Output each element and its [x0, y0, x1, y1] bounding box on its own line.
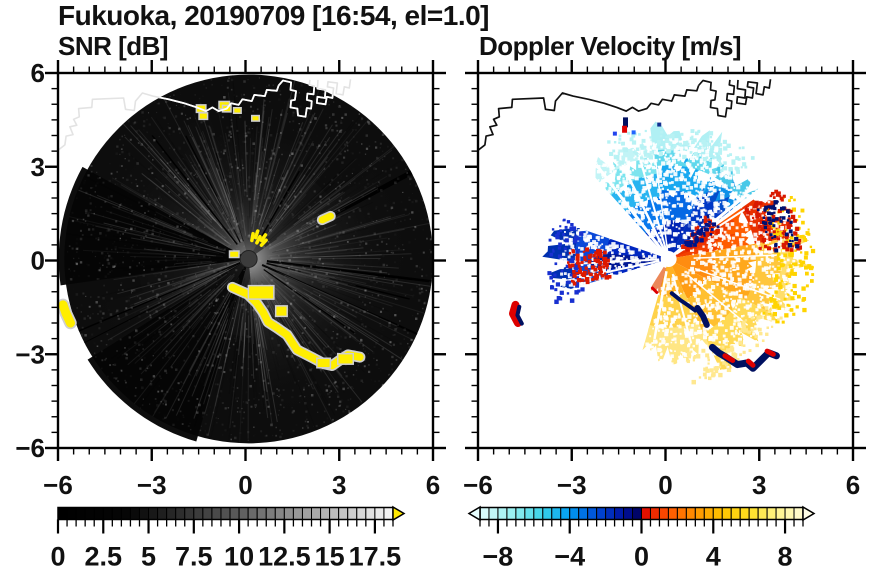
snr-radar-center-dot: [240, 250, 257, 267]
vel-xtick-label: 3: [752, 470, 766, 500]
snr-xtick-label: −3: [137, 470, 167, 500]
vel-subtitle: Doppler Velocity [m/s]: [479, 31, 741, 62]
colorbar-tick-label: −4: [554, 542, 585, 571]
colorbar-tick-label: 15: [315, 542, 345, 571]
snr-xtick-label: 6: [426, 470, 440, 500]
colorbar-tick-label: 10: [224, 542, 254, 571]
vel-radar-center-hole: [661, 251, 677, 267]
colorbar-tick-label: 2.5: [84, 542, 122, 571]
vel-xtick-label: 0: [658, 470, 672, 500]
snr-xtick-label: −6: [43, 470, 73, 500]
colorbar-tick-label: 7.5: [175, 542, 213, 571]
figure-title: Fukuoka, 20190709 [16:54, el=1.0]: [58, 0, 489, 32]
snr-xtick-label: 3: [332, 470, 346, 500]
colorbar-tick-label: 12.5: [258, 542, 311, 571]
snr-ytick-label: −3: [15, 339, 45, 369]
snr-ytick-label: 3: [31, 152, 45, 182]
snr-ytick-label: 0: [31, 246, 45, 276]
colorbar-tick-label: 0: [634, 542, 649, 571]
snr-ytick-label: −6: [15, 433, 45, 463]
vel-xtick-label: −3: [557, 470, 587, 500]
colorbar-tick-label: 17.5: [349, 542, 402, 571]
vel-xtick-label: −6: [463, 470, 493, 500]
snr-xtick-label: 0: [238, 470, 252, 500]
colorbar-tick-label: 0: [50, 542, 65, 571]
snr-ytick-label: 6: [31, 58, 45, 88]
colorbar-tick-label: 8: [778, 542, 793, 571]
snr-subtitle: SNR [dB]: [58, 31, 168, 62]
vel-colorbar: −8 −4 0 4 8: [469, 507, 814, 570]
colorbar-over-arrow: [803, 507, 814, 520]
vel-xtick-label: 6: [846, 470, 860, 500]
snr-panel: [55, 75, 435, 444]
colorbar-tick-label: 5: [141, 542, 156, 571]
vel-panel: [475, 79, 815, 391]
colorbar-tick-label: 4: [706, 542, 721, 571]
colorbar-tick-label: −8: [483, 542, 514, 571]
colorbar-under-arrow: [469, 507, 480, 520]
colorbar-over-arrow: [393, 507, 404, 520]
